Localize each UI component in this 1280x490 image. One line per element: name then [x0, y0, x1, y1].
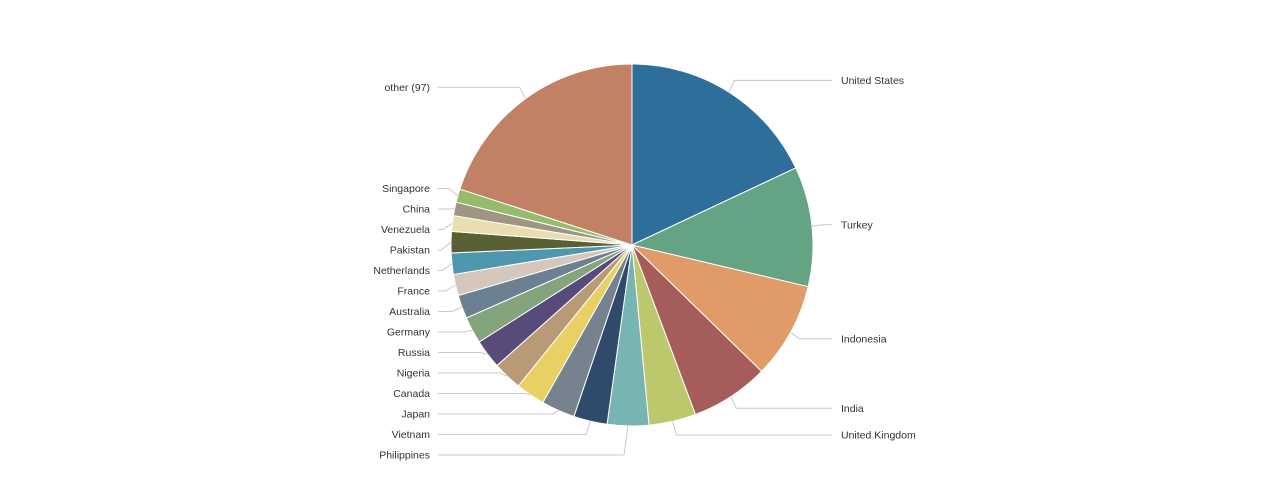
leader-line-netherlands [438, 263, 453, 271]
slice-label-vietnam: Vietnam [392, 429, 431, 441]
leader-line-turkey [811, 224, 832, 227]
slice-label-germany: Germany [387, 327, 431, 339]
leader-line-united-kingdom [672, 421, 832, 436]
slice-label-india: India [841, 403, 864, 415]
leader-line-japan [438, 409, 559, 415]
leader-line-vietnam [438, 420, 591, 435]
leader-line-india [730, 396, 832, 409]
leader-line-france [438, 284, 456, 292]
slice-label-canada: Canada [393, 388, 430, 400]
pie-slice-united-states[interactable] [631, 63, 797, 246]
slice-label-nigeria: Nigeria [397, 368, 430, 380]
leader-line-nigeria [438, 372, 508, 377]
leader-line-germany [438, 329, 473, 333]
slice-label-france: France [397, 286, 430, 298]
slice-label-australia: Australia [389, 306, 430, 318]
slice-label-other-97: other (97) [384, 82, 430, 94]
leader-line-singapore [438, 188, 459, 197]
slice-label-indonesia: Indonesia [841, 334, 887, 346]
slice-label-united-kingdom: United Kingdom [841, 430, 916, 442]
labels-layer: United States Turkey Indonesia India United … [373, 75, 916, 462]
slice-label-japan: Japan [401, 409, 430, 421]
leader-line-venezuela [438, 222, 453, 230]
slice-label-china: China [403, 204, 431, 216]
leader-line-united-states [728, 79, 832, 93]
leader-line-other-97 [438, 86, 527, 99]
pie-slice-other-97[interactable] [459, 63, 633, 246]
leader-line-canada [438, 393, 531, 396]
leader-line-philippines [438, 425, 629, 456]
slice-label-russia: Russia [398, 347, 430, 359]
slice-label-philippines: Philippines [379, 450, 430, 462]
pie-slice-indonesia[interactable] [630, 244, 809, 373]
slice-label-pakistan: Pakistan [390, 245, 430, 257]
pie-slice-turkey[interactable] [630, 167, 814, 288]
slice-label-venezuela: Venezuela [381, 224, 430, 236]
leader-line-indonesia [790, 331, 832, 340]
leader-lines-layer [438, 79, 832, 456]
leader-line-pakistan [438, 241, 452, 251]
slice-label-singapore: Singapore [382, 183, 430, 195]
slice-label-turkey: Turkey [841, 219, 873, 231]
slice-label-netherlands: Netherlands [373, 265, 430, 277]
slice-label-united-states: United States [841, 75, 904, 87]
leader-line-russia [438, 352, 488, 355]
slices-layer [450, 63, 814, 427]
leader-line-australia [438, 306, 463, 312]
